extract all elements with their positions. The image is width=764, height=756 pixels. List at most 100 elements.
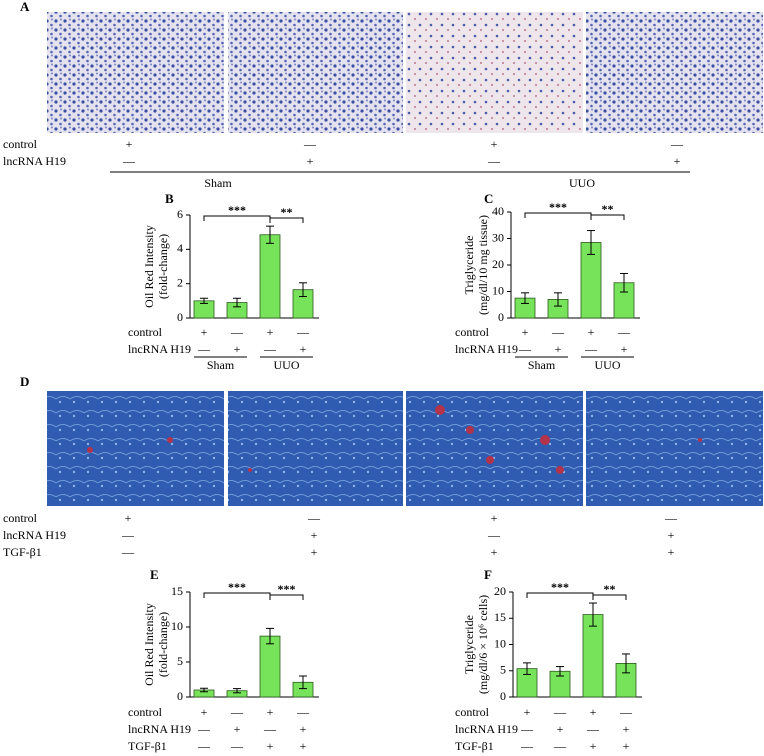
y-tick-label: 2 [177, 275, 183, 289]
y-tick-label: 15 [494, 610, 506, 624]
y-tick-label: 30 [492, 230, 504, 244]
y-tick-label: 15 [171, 584, 183, 598]
micrograph [406, 12, 583, 133]
y-axis-label: Oil Red Intensity [142, 225, 156, 308]
y-axis-label: (fold-change) [156, 234, 170, 299]
bar [582, 614, 604, 698]
condition-label: control [128, 705, 163, 719]
error-bar [554, 292, 562, 307]
error-bar [299, 282, 307, 298]
condition-mark: — [520, 722, 534, 736]
condition-mark: + [557, 722, 564, 736]
condition-label: lncRNA H19 [128, 722, 191, 736]
y-axis-label: (mg/dl/10 mg tissue) [476, 215, 490, 315]
condition-mark: + [125, 511, 132, 525]
group-label: UUO [569, 176, 595, 190]
condition-mark: + [491, 511, 498, 525]
condition-mark: — [296, 705, 310, 719]
condition-mark: — [122, 154, 136, 168]
condition-label: lncRNA H19 [455, 722, 518, 736]
panel-label: D [20, 374, 29, 389]
significance-bracket [524, 212, 592, 218]
micrographs-a [47, 12, 763, 133]
significance-bracket [590, 214, 625, 220]
error-bar [266, 225, 274, 244]
condition-mark: — [121, 528, 135, 542]
y-axis-label: Triglyceride [462, 236, 476, 295]
significance-bracket [592, 594, 627, 600]
significance-label: *** [551, 580, 569, 594]
error-bar [521, 292, 529, 304]
group-label: Sham [207, 358, 235, 372]
condition-mark: + [590, 705, 597, 719]
y-tick-label: 5 [500, 663, 506, 677]
y-tick-label: 6 [177, 207, 183, 221]
condition-label: control [3, 511, 38, 525]
condition-label: lncRNA H19 [455, 342, 518, 356]
condition-mark: — [617, 325, 631, 339]
condition-mark: — [487, 528, 501, 542]
group-label: Sham [204, 176, 232, 190]
error-bar [622, 653, 630, 674]
condition-label: TGF-β1 [455, 739, 494, 753]
condition-mark: + [668, 528, 675, 542]
group-label: UUO [274, 358, 300, 372]
y-tick-label: 20 [494, 584, 506, 598]
condition-mark: — [296, 325, 310, 339]
micrograph [586, 12, 763, 133]
error-bar [523, 662, 531, 675]
condition-mark: + [300, 342, 307, 356]
y-tick-label: 0 [177, 689, 183, 703]
condition-label: lncRNA H19 [128, 342, 191, 356]
condition-mark: + [623, 722, 630, 736]
y-axis-label: (fold-change) [156, 612, 170, 677]
error-bar [589, 602, 597, 627]
significance-bracket [269, 594, 304, 600]
condition-mark: + [267, 739, 274, 753]
condition-mark: — [230, 705, 244, 719]
micrograph [586, 391, 763, 506]
significance-label: ** [281, 205, 293, 219]
condition-label: control [455, 705, 490, 719]
micrograph [47, 391, 224, 506]
error-bar [266, 627, 274, 645]
y-tick-label: 10 [492, 283, 504, 297]
condition-mark: + [623, 739, 630, 753]
y-tick-label: 20 [492, 257, 504, 271]
condition-mark: — [307, 511, 321, 525]
significance-label: ** [602, 202, 614, 216]
condition-mark: — [230, 739, 244, 753]
significance-label: *** [278, 582, 296, 596]
micrograph [228, 391, 403, 506]
condition-mark: — [121, 545, 135, 559]
condition-mark: — [263, 722, 277, 736]
micrograph [406, 391, 583, 506]
significance-label: *** [228, 203, 246, 217]
condition-label: control [455, 325, 490, 339]
condition-mark: + [201, 705, 208, 719]
panel-label: F [484, 567, 492, 582]
y-tick-label: 5 [177, 654, 183, 668]
micrograph [47, 12, 224, 133]
condition-mark: + [522, 325, 529, 339]
condition-label: control [3, 137, 38, 151]
condition-mark: — [619, 705, 633, 719]
significance-bracket [269, 217, 304, 223]
condition-mark: + [126, 137, 133, 151]
error-bar [200, 297, 208, 304]
condition-mark: — [520, 739, 534, 753]
condition-mark: — [551, 325, 565, 339]
significance-bracket [203, 215, 271, 221]
condition-mark: + [674, 154, 681, 168]
condition-mark: + [588, 325, 595, 339]
y-tick-label: 10 [494, 636, 506, 650]
condition-mark: — [263, 342, 277, 356]
condition-mark: + [307, 154, 314, 168]
condition-mark: + [555, 342, 562, 356]
condition-mark: — [584, 342, 598, 356]
panel-label: C [484, 191, 493, 206]
condition-mark: + [300, 722, 307, 736]
condition-mark: + [524, 705, 531, 719]
condition-mark: + [267, 705, 274, 719]
